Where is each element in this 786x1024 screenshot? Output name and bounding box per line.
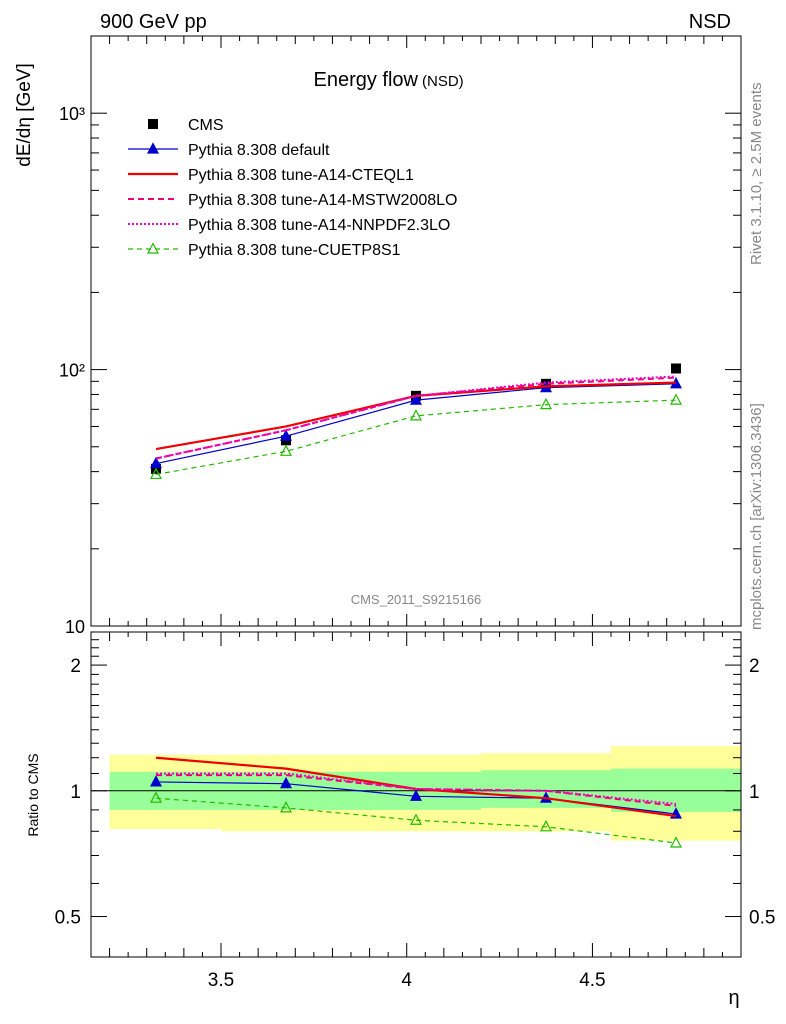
legend-entry: Pythia 8.308 tune-A14-NNPDF2.3LO [128,217,450,234]
data-point [671,363,681,374]
data-point [670,393,682,405]
legend-label: Pythia 8.308 tune-CUETP8S1 [188,242,401,259]
ratio-y-axis-label: Ratio to CMS [25,753,41,836]
legend-label: Pythia 8.308 tune-A14-NNPDF2.3LO [188,217,450,234]
series-line [155,375,677,460]
main-frame [90,35,742,627]
main-panel: 10 10² 10³ Energy flow (NSD) dE/dη [GeV] C… [14,35,742,637]
legend-marker [147,142,159,154]
ratio-y-tick-label-right: 0.5 [749,908,775,929]
legend-entry: Pythia 8.308 tune-A14-MSTW2008LO [128,192,457,209]
ratio-point [150,775,162,787]
series-2 [155,381,677,451]
mcplots-info: mcplots.cern.ch [arXiv:1306.3436] [748,403,765,630]
series-1 [150,377,682,469]
legend-marker [147,242,159,254]
data-point [410,409,422,421]
analysis-watermark: CMS_2011_S9215166 [351,592,482,607]
legend-label: Pythia 8.308 default [188,142,330,159]
legend-entry: Pythia 8.308 tune-A14-CTEQL1 [128,167,414,184]
legend-label: Pythia 8.308 tune-A14-CTEQL1 [188,167,414,184]
y-tick-label: 10² [59,361,85,381]
rivet-info: Rivet 3.1.10, ≥ 2.5M events [748,83,765,266]
x-tick-label: 4.5 [579,970,605,991]
series-3 [155,376,677,460]
chart-subtitle: (NSD) [422,73,464,90]
ratio-y-tick-label: 0.5 [55,908,81,929]
series-line [155,376,677,460]
x-tick-label: 3.5 [208,970,234,991]
ratio-point [150,791,162,803]
x-tick-label: 4 [401,970,412,991]
series-4 [155,375,677,460]
ratio-y-tick-label-right: 2 [749,656,760,677]
ratio-point [280,776,292,789]
legend-label: CMS [188,117,224,134]
legend-entry: Pythia 8.308 tune-CUETP8S1 [128,242,401,259]
y-axis-label: dE/dη [GeV] [14,63,35,167]
ratio-point [410,813,422,825]
ratio-point [410,789,422,801]
ratio-series-4 [150,791,682,848]
ratio-point [540,820,552,832]
ratio-line [155,797,677,844]
data-point [150,467,162,480]
uncertainty-band-inner [611,768,741,812]
ratio-y-tick-label: 2 [70,656,81,677]
data-point [280,429,292,441]
ratio-point [670,836,682,848]
x-axis-label: η [728,987,739,1009]
ratio-line [156,772,677,805]
header-right: NSD [689,11,731,33]
data-point [410,393,422,405]
header-left: 900 GeV pp [100,11,207,33]
data-point [150,456,162,469]
ratio-panel: 0.5 0.5 1 1 2 2 3.5 4 4.5 Ratio to CMS η [25,631,775,1009]
series-line [155,381,677,451]
ratio-y-tick-label: 1 [70,782,81,803]
series-5 [150,393,682,480]
data-point [540,397,552,410]
legend-marker [148,119,158,129]
data-point [280,444,292,456]
y-tick-label: 10³ [59,104,85,124]
y-tick-label: 10 [65,617,85,637]
legend: CMS Pythia 8.308 default Pythia 8.308 tune… [128,117,457,259]
chart-title: Energy flow [314,69,419,91]
ratio-y-tick-label-right: 1 [749,782,760,803]
ratio-frame [90,631,742,958]
legend-label: Pythia 8.308 tune-A14-MSTW2008LO [188,192,457,209]
legend-entry: Pythia 8.308 default [128,142,330,159]
legend-entry: CMS [148,117,224,134]
ratio-series-3 [156,772,677,805]
ratio-point [280,801,292,813]
